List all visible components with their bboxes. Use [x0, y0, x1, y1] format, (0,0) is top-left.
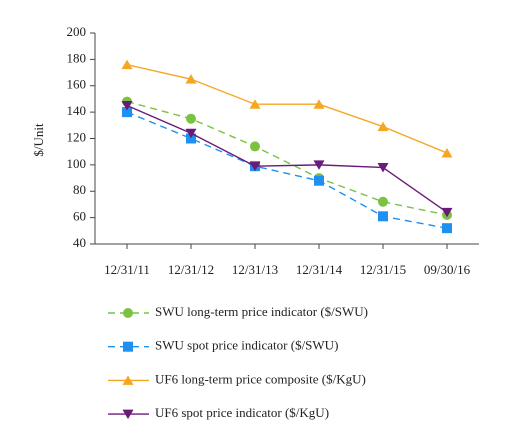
data-point: [249, 99, 261, 109]
legend-label: UF6 long-term price composite ($/KgU): [155, 371, 366, 386]
data-point: [250, 141, 260, 152]
legend-marker: [122, 409, 134, 420]
data-point: [121, 59, 133, 70]
data-point: [314, 175, 324, 186]
x-tick-label: 12/31/15: [360, 262, 406, 277]
series-line: [126, 104, 448, 213]
legend-marker: [123, 308, 133, 318]
x-tick-label: 09/30/16: [424, 262, 471, 277]
data-point: [442, 223, 452, 234]
series-line: [126, 63, 448, 154]
legend-label: SWU long-term price indicator ($/SWU): [155, 304, 368, 319]
data-point: [121, 101, 133, 111]
legend-marker: [123, 341, 133, 352]
data-point: [186, 133, 196, 144]
data-point: [313, 99, 325, 109]
data-point: [249, 161, 261, 172]
x-tick-label: 12/31/12: [168, 262, 214, 277]
data-point: [377, 121, 389, 132]
series-line: [126, 100, 448, 216]
legend-label: SWU spot price indicator ($/SWU): [155, 338, 338, 353]
y-tick-label: 100: [67, 156, 87, 171]
data-point: [378, 196, 388, 207]
x-tick-label: 12/31/11: [104, 262, 150, 277]
data-point: [313, 160, 325, 170]
x-tick-label: 12/31/13: [232, 262, 278, 277]
y-tick-label: 40: [73, 235, 86, 250]
legend-marker: [122, 375, 134, 385]
y-tick-label: 80: [73, 182, 86, 197]
data-point: [377, 163, 389, 173]
y-tick-label: 140: [67, 103, 87, 118]
y-tick-label: 200: [67, 24, 87, 39]
data-point: [122, 107, 132, 118]
data-point: [185, 74, 197, 84]
y-tick-label: 120: [67, 129, 87, 144]
legend-label: UF6 spot price indicator ($/KgU): [155, 405, 329, 420]
y-tick-label: 180: [67, 50, 87, 65]
x-tick-label: 12/31/14: [296, 262, 343, 277]
data-point: [185, 128, 197, 139]
series-line: [126, 111, 448, 229]
data-point: [441, 148, 453, 158]
y-tick-label: 160: [67, 77, 87, 92]
data-point: [378, 211, 388, 222]
y-axis-label: $/Unit: [31, 123, 46, 157]
data-point: [186, 113, 196, 124]
data-point: [441, 207, 453, 218]
y-tick-label: 60: [73, 209, 86, 224]
